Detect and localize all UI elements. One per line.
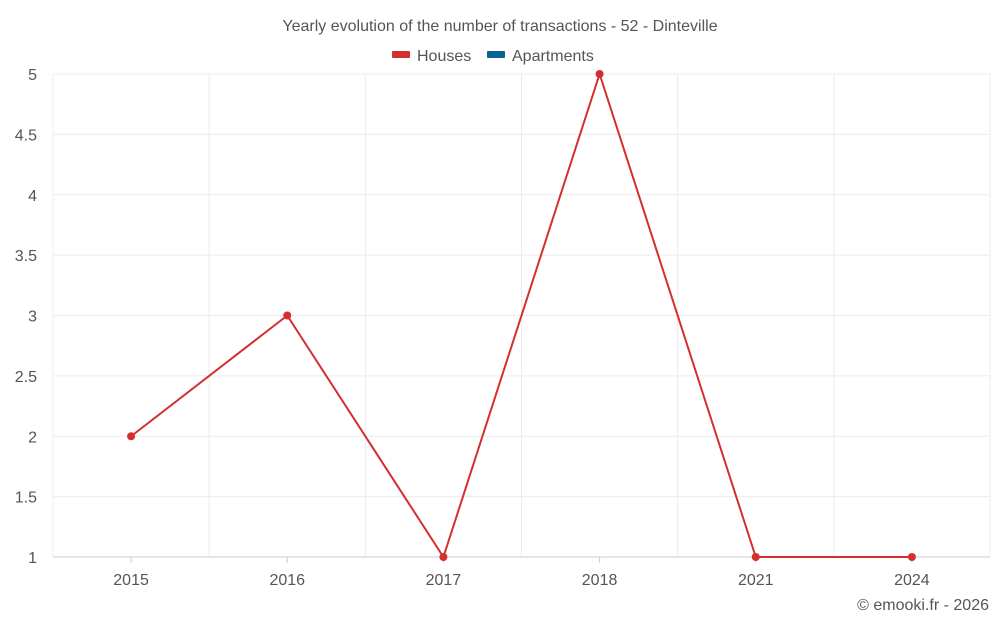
data-point-houses[interactable] — [439, 553, 448, 561]
x-tick-label: 2021 — [738, 572, 774, 589]
legend-swatch-houses — [392, 51, 410, 58]
x-tick-label: 2016 — [269, 572, 305, 589]
data-point-houses[interactable] — [907, 553, 916, 561]
legend-item-apartments[interactable]: Apartments — [487, 48, 594, 65]
y-axis: 5 4.5 4 3.5 3 2.5 2 1.5 1 — [15, 67, 37, 567]
data-point-houses[interactable] — [283, 311, 292, 320]
x-tick-label: 2015 — [113, 572, 149, 589]
legend-swatch-apartments — [487, 51, 505, 58]
series-layer — [127, 70, 916, 561]
y-tick-label: 5 — [28, 67, 37, 84]
y-tick-label: 3 — [28, 309, 37, 326]
y-tick-label: 3.5 — [15, 248, 37, 265]
data-point-houses[interactable] — [751, 553, 760, 561]
y-tick-label: 1 — [28, 550, 37, 567]
legend-item-houses[interactable]: Houses — [392, 48, 471, 65]
x-axis: 2015 2016 2017 2018 2021 2024 — [53, 556, 990, 589]
y-tick-label: 2 — [28, 429, 37, 446]
series-line-houses — [130, 73, 912, 558]
legend-label-houses: Houses — [417, 48, 471, 65]
y-tick-label: 2.5 — [15, 369, 37, 386]
x-tick-label: 2018 — [582, 572, 618, 589]
y-tick-label: 1.5 — [15, 490, 37, 507]
y-tick-label: 4.5 — [15, 127, 37, 144]
x-tick-label: 2017 — [426, 572, 462, 589]
chart-title: Yearly evolution of the number of transa… — [282, 18, 717, 35]
credit-text: © emooki.fr - 2026 — [857, 597, 989, 614]
data-point-houses[interactable] — [127, 432, 136, 441]
legend: Houses Apartments — [392, 48, 594, 65]
y-tick-label: 4 — [28, 188, 37, 205]
data-point-houses[interactable] — [595, 70, 604, 78]
legend-label-apartments: Apartments — [512, 48, 594, 65]
x-tick-label: 2024 — [894, 572, 930, 589]
